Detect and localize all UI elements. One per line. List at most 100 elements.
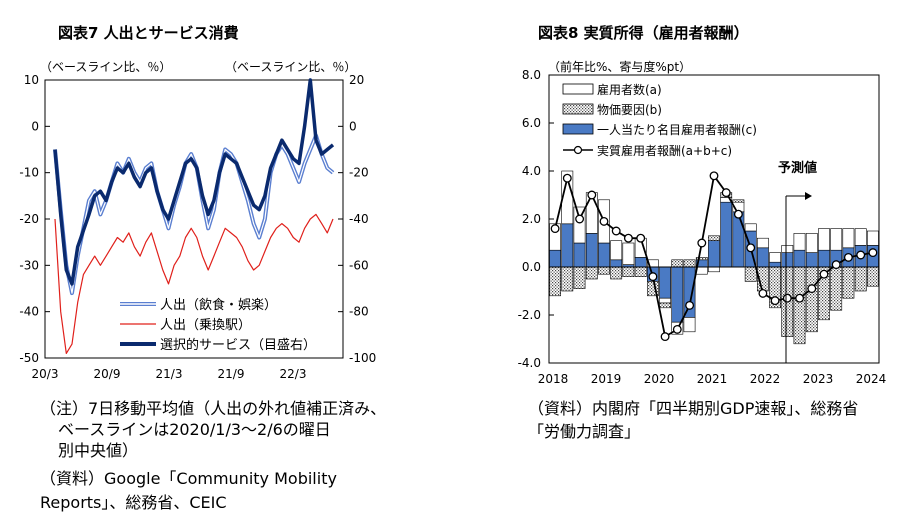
- fig8-source-1: （資料）内閣府「四半期別GDP速報」、総務省: [528, 399, 859, 418]
- fig8-bar-employees: [781, 245, 794, 253]
- fig8-x-tick-label: 2019: [591, 372, 622, 386]
- fig7-series-selective-services: [53, 78, 335, 286]
- fig8-point-real-comp: [721, 188, 731, 198]
- fig8-y-tick-label: 4.0: [522, 164, 541, 178]
- fig8-bar-price: [805, 266, 818, 333]
- fig8-x-tick-label: 2022: [750, 372, 781, 386]
- fig8-bar-per-capita: [720, 201, 733, 268]
- fig8-bar-price: [622, 266, 635, 277]
- fig8-bar-price: [561, 266, 574, 292]
- fig8-bar-price: [683, 259, 696, 268]
- fig8-point-real-comp: [746, 243, 756, 253]
- fig8-point-real-comp: [807, 284, 817, 294]
- fig8-point-real-comp: [795, 293, 805, 303]
- fig8-bar-per-capita: [805, 252, 818, 268]
- fig8-title: 図表8 実質所得（雇用者報酬）: [538, 24, 749, 42]
- fig7-left-axis-label: （ベースライン比、％）: [40, 60, 171, 74]
- fig7-x-tick-label: 20/9: [94, 367, 121, 381]
- fig8-point-real-comp: [660, 332, 670, 342]
- fig8-bar-per-capita: [573, 242, 586, 268]
- fig7-left-tick-label: -50: [19, 351, 39, 365]
- fig8-y-tick-label: 2.0: [522, 212, 541, 226]
- fig8-bar-price: [842, 266, 855, 299]
- fig8-bar-employees: [769, 252, 781, 263]
- fig8-bar-per-capita: [598, 242, 610, 268]
- fig8-bar-per-capita: [781, 252, 794, 268]
- fig7-x-tick-label: 21/3: [156, 367, 183, 381]
- fig7-x-tick-label: 20/3: [32, 367, 59, 381]
- fig8-bar-employees: [695, 266, 708, 275]
- fig8-bar-price: [695, 257, 708, 261]
- forecast-arrowhead: [805, 192, 812, 200]
- fig8-bar-employees: [573, 206, 586, 244]
- fig8-bar-price: [610, 266, 623, 280]
- fig8-x-tick-label: 2020: [644, 372, 675, 386]
- fig8-bar-price: [830, 266, 843, 311]
- fig8-bar-employees: [830, 228, 843, 251]
- fig8-bar-per-capita: [732, 211, 745, 268]
- fig7-left-tick-label: 10: [24, 73, 39, 87]
- fig8-bar-employees: [866, 230, 879, 246]
- fig8-point-real-comp: [685, 300, 695, 310]
- legend-label-real-comp: 実質雇用者報酬(a+b+c): [597, 143, 732, 158]
- legend-swatch-per-capita: [562, 123, 594, 135]
- fig8-bar-per-capita: [634, 257, 647, 268]
- fig7-title: 図表7 人出とサービス消費: [58, 24, 239, 42]
- fig8-bar-price: [671, 259, 684, 268]
- fig8-bar-per-capita: [585, 233, 598, 268]
- fig8-point-real-comp: [819, 269, 829, 279]
- fig8-bar-price: [598, 266, 610, 275]
- fig8-y-tick-label: 8.0: [522, 68, 541, 82]
- fig7-x-tick-label: 22/3: [280, 367, 307, 381]
- fig8-bar-per-capita: [818, 249, 830, 268]
- fig8-point-real-comp: [623, 233, 633, 243]
- fig8-point-real-comp: [648, 272, 658, 282]
- fig7-note-3: 別中央値）: [58, 441, 139, 460]
- fig8-point-real-comp: [562, 173, 572, 183]
- fig8-point-real-comp: [709, 171, 719, 181]
- fig8-bar-price: [573, 266, 586, 289]
- fig8-point-real-comp: [550, 224, 560, 234]
- legend-label-people-station: 人出（乗換駅）: [160, 318, 251, 333]
- legend-label-people-dining: 人出（飲食・娯楽）: [160, 297, 277, 313]
- fig8-x-tick-label: 2024: [856, 372, 887, 386]
- fig8-point-real-comp: [587, 190, 597, 200]
- fig8-legend: 雇用者数(a) 物価要因(b) 一人当たり名目雇用者報酬(c) 実質雇用者報酬(…: [562, 82, 757, 158]
- fig8-point-real-comp: [599, 216, 609, 226]
- fig7-left-tick-label: 0: [31, 119, 39, 133]
- fig7-right-tick-label: -80: [349, 305, 369, 319]
- fig8-bar-per-capita: [793, 249, 806, 268]
- fig7-source-1: （資料）Google「Community Mobility: [40, 469, 337, 488]
- fig8-point-real-comp: [733, 209, 743, 219]
- forecast-label: 予測値: [778, 160, 817, 176]
- fig8-point-real-comp: [575, 214, 585, 224]
- fig8-bar-employees: [744, 223, 757, 232]
- fig8-bar-per-capita: [561, 223, 574, 268]
- fig8-bar-price: [708, 235, 720, 241]
- fig7-right-tick-label: 0: [349, 119, 357, 133]
- fig8-bar-price: [646, 281, 659, 297]
- fig8-bar-employees: [756, 237, 769, 249]
- fig8-x-tick-label: 2023: [803, 372, 834, 386]
- fig8-bar-employees: [842, 228, 855, 249]
- fig7-right-tick-label: -100: [349, 351, 376, 365]
- fig8-bar-price: [549, 266, 561, 297]
- fig8-bar-employees: [683, 317, 696, 333]
- fig8-point-real-comp: [636, 233, 646, 243]
- fig8-bar-per-capita: [549, 249, 561, 268]
- fig7-legend: 人出（飲食・娯楽） 人出（乗換駅） 選択的サービス（目盛右）: [120, 297, 316, 353]
- fig7-right-axis-label: （ベースライン比、％）: [225, 60, 356, 74]
- legend-swatch-price: [562, 103, 594, 115]
- fig7-right-tick-label: 20: [349, 73, 364, 87]
- fig8-point-real-comp: [782, 293, 792, 303]
- fig7-left-tick-label: -20: [19, 212, 39, 226]
- fig8-bar-per-capita: [659, 266, 671, 299]
- fig8-bar-price: [854, 266, 867, 292]
- fig8-bar-price: [866, 266, 879, 287]
- fig8-point-real-comp: [611, 226, 621, 236]
- fig8-bar-per-capita: [671, 266, 684, 323]
- fig8-bar-price: [585, 266, 598, 280]
- fig7-left-tick-label: -40: [19, 305, 39, 319]
- fig7-source-2: Reports」、総務省、CEIC: [40, 493, 227, 512]
